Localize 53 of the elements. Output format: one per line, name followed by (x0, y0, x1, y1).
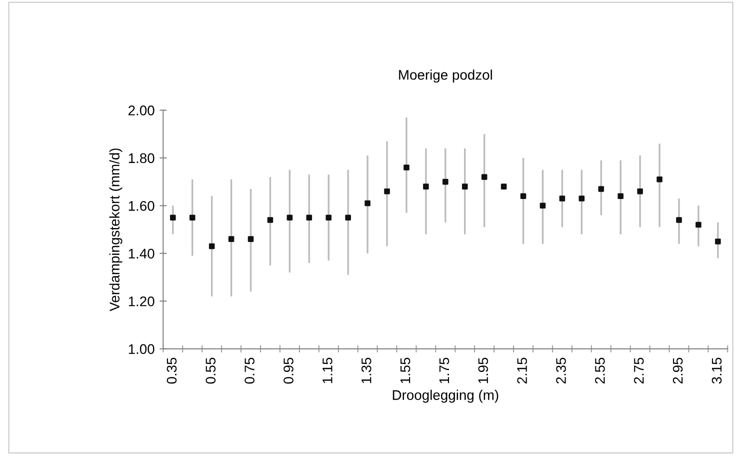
y-tick-label: 1.20 (128, 296, 154, 306)
y-axis-title: Verdampingstekort (mm/d) (109, 148, 122, 312)
x-tick-label: 0.95 (284, 358, 294, 384)
y-tick-label: 2.00 (128, 106, 154, 116)
point (267, 217, 274, 223)
point (676, 217, 682, 223)
chart-title: Moerige podzol (399, 70, 492, 83)
x-tick-label: 1.35 (361, 358, 372, 384)
point (248, 236, 254, 242)
x-tick-label: 1.75 (439, 358, 450, 384)
x-tick-label: 3.15 (712, 358, 722, 384)
x-tick-label: 1.15 (322, 358, 332, 384)
x-tick-label: 2.55 (595, 358, 605, 384)
point (364, 200, 370, 206)
point (578, 196, 585, 202)
x-tick-label: 2.35 (556, 358, 566, 384)
x-tick-label: 2.15 (517, 358, 527, 384)
point (423, 184, 429, 190)
point (189, 214, 196, 220)
x-tick-label: 2.95 (672, 358, 683, 384)
point (384, 188, 390, 194)
point (598, 186, 604, 192)
y-tick-label: 1.80 (128, 153, 154, 164)
point (500, 184, 507, 190)
point (442, 178, 448, 185)
x-tick-label: 2.75 (634, 358, 644, 384)
x-tick-label: 0.75 (244, 358, 254, 384)
point (326, 214, 332, 220)
x-tick-label: 0.35 (166, 358, 177, 384)
point (208, 243, 215, 250)
point (170, 214, 176, 220)
point (656, 176, 662, 182)
x-axis-title: Drooglegging (m) (392, 390, 498, 403)
point (228, 236, 234, 242)
y-tick-label: 1.40 (128, 248, 154, 259)
point (345, 214, 351, 220)
x-tick-label: 1.95 (478, 358, 488, 384)
point (715, 238, 721, 244)
x-tick-label: 1.55 (400, 358, 410, 384)
point (696, 222, 702, 228)
point (306, 214, 312, 220)
point (637, 188, 643, 194)
point (540, 202, 546, 209)
point (286, 214, 293, 220)
point (404, 164, 410, 170)
point (618, 193, 624, 200)
x-tick-label: 0.55 (206, 358, 216, 384)
point (559, 196, 566, 202)
point (481, 174, 488, 180)
y-tick-label: 1.60 (128, 201, 154, 211)
point (462, 184, 468, 190)
y-tick-label: 1.00 (128, 344, 154, 354)
point (520, 193, 526, 200)
